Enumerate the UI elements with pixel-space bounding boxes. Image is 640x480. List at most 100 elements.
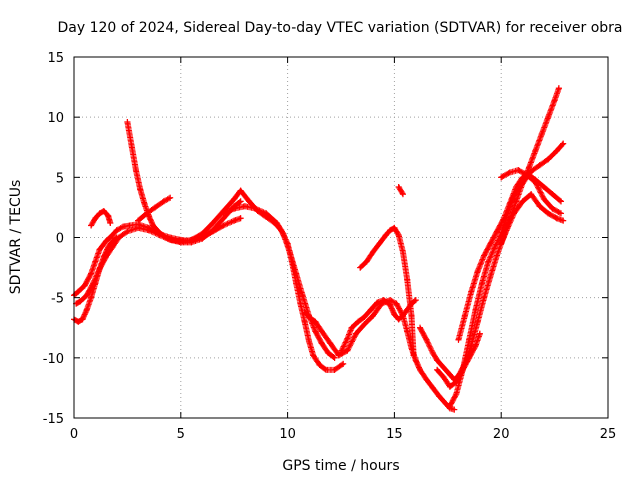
data-point <box>252 205 259 212</box>
data-point <box>553 215 560 222</box>
data-point <box>335 352 342 359</box>
data-point <box>376 240 383 247</box>
data-point <box>135 224 142 231</box>
data-point <box>318 340 325 347</box>
data-point <box>305 313 312 320</box>
data-point <box>453 390 460 397</box>
data-point <box>446 402 453 409</box>
x-tick-label: 15 <box>386 427 403 442</box>
data-point <box>209 227 216 234</box>
data-series <box>498 167 565 217</box>
data-point <box>553 147 560 154</box>
data-point <box>429 350 436 357</box>
y-axis-label: SDTVAR / TECUs <box>8 180 24 295</box>
data-series <box>357 224 417 359</box>
data-point <box>325 350 332 357</box>
data-point <box>540 183 547 190</box>
data-point <box>237 198 244 205</box>
data-point <box>474 318 481 325</box>
data-point <box>103 238 110 245</box>
data-point <box>231 205 238 212</box>
data-point <box>143 210 150 217</box>
data-point <box>485 258 492 265</box>
data-point <box>128 143 135 150</box>
data-point <box>538 131 545 138</box>
data-point <box>109 232 116 239</box>
data-point <box>141 200 148 207</box>
data-point <box>461 312 468 319</box>
data-point <box>498 230 505 237</box>
data-point <box>453 378 460 385</box>
data-point <box>560 140 567 147</box>
data-point <box>312 318 319 325</box>
data-point <box>446 383 453 390</box>
data-point <box>555 85 562 92</box>
data-point <box>472 306 479 313</box>
data-point <box>344 335 351 342</box>
data-series <box>88 208 114 229</box>
data-point <box>92 280 99 287</box>
data-point <box>487 240 494 247</box>
data-point <box>75 288 82 295</box>
data-point <box>525 164 532 171</box>
series-markers <box>135 194 174 224</box>
data-point <box>417 366 424 373</box>
data-point <box>109 238 116 245</box>
data-point <box>156 229 163 236</box>
data-point <box>545 156 552 163</box>
data-point <box>498 240 505 247</box>
data-point <box>451 406 458 413</box>
data-point <box>167 194 174 201</box>
data-point <box>395 232 402 239</box>
data-point <box>532 179 539 186</box>
data-point <box>100 208 107 215</box>
data-point <box>316 362 323 369</box>
data-point <box>399 248 406 255</box>
data-point <box>412 357 419 364</box>
data-point <box>305 337 312 344</box>
data-point <box>75 318 82 325</box>
data-point <box>440 364 447 371</box>
x-axis-label: GPS time / hours <box>282 458 399 474</box>
data-point <box>523 171 530 178</box>
data-point <box>423 336 430 343</box>
data-point <box>145 227 152 234</box>
data-point <box>100 253 107 260</box>
series-markers <box>417 85 562 383</box>
data-point <box>331 354 338 361</box>
data-point <box>551 97 558 104</box>
data-point <box>374 299 381 306</box>
data-point <box>301 309 308 316</box>
data-point <box>280 230 287 237</box>
data-point <box>440 374 447 381</box>
data-point <box>434 366 441 373</box>
data-point <box>511 210 518 217</box>
data-point <box>83 306 90 313</box>
data-point <box>395 183 402 190</box>
data-point <box>528 191 535 198</box>
data-point <box>395 316 402 323</box>
data-point <box>506 169 513 176</box>
data-point <box>434 357 441 364</box>
data-point <box>231 195 238 202</box>
data-point <box>150 222 157 229</box>
data-point <box>246 198 253 205</box>
data-series <box>455 171 565 343</box>
data-point <box>96 210 103 217</box>
data-point <box>536 162 543 169</box>
data-point <box>491 244 498 251</box>
data-point <box>120 223 127 230</box>
y-tick-label: 0 <box>56 232 64 247</box>
data-point <box>338 348 344 355</box>
x-tick-label: 25 <box>600 427 617 442</box>
data-point <box>468 288 475 295</box>
data-point <box>88 270 95 277</box>
data-point <box>301 318 308 325</box>
data-point <box>152 204 159 211</box>
x-tick-label: 0 <box>70 427 78 442</box>
data-series <box>434 330 483 390</box>
data-point <box>387 227 394 234</box>
data-point <box>513 183 520 190</box>
data-point <box>293 270 300 277</box>
data-point <box>515 167 522 174</box>
